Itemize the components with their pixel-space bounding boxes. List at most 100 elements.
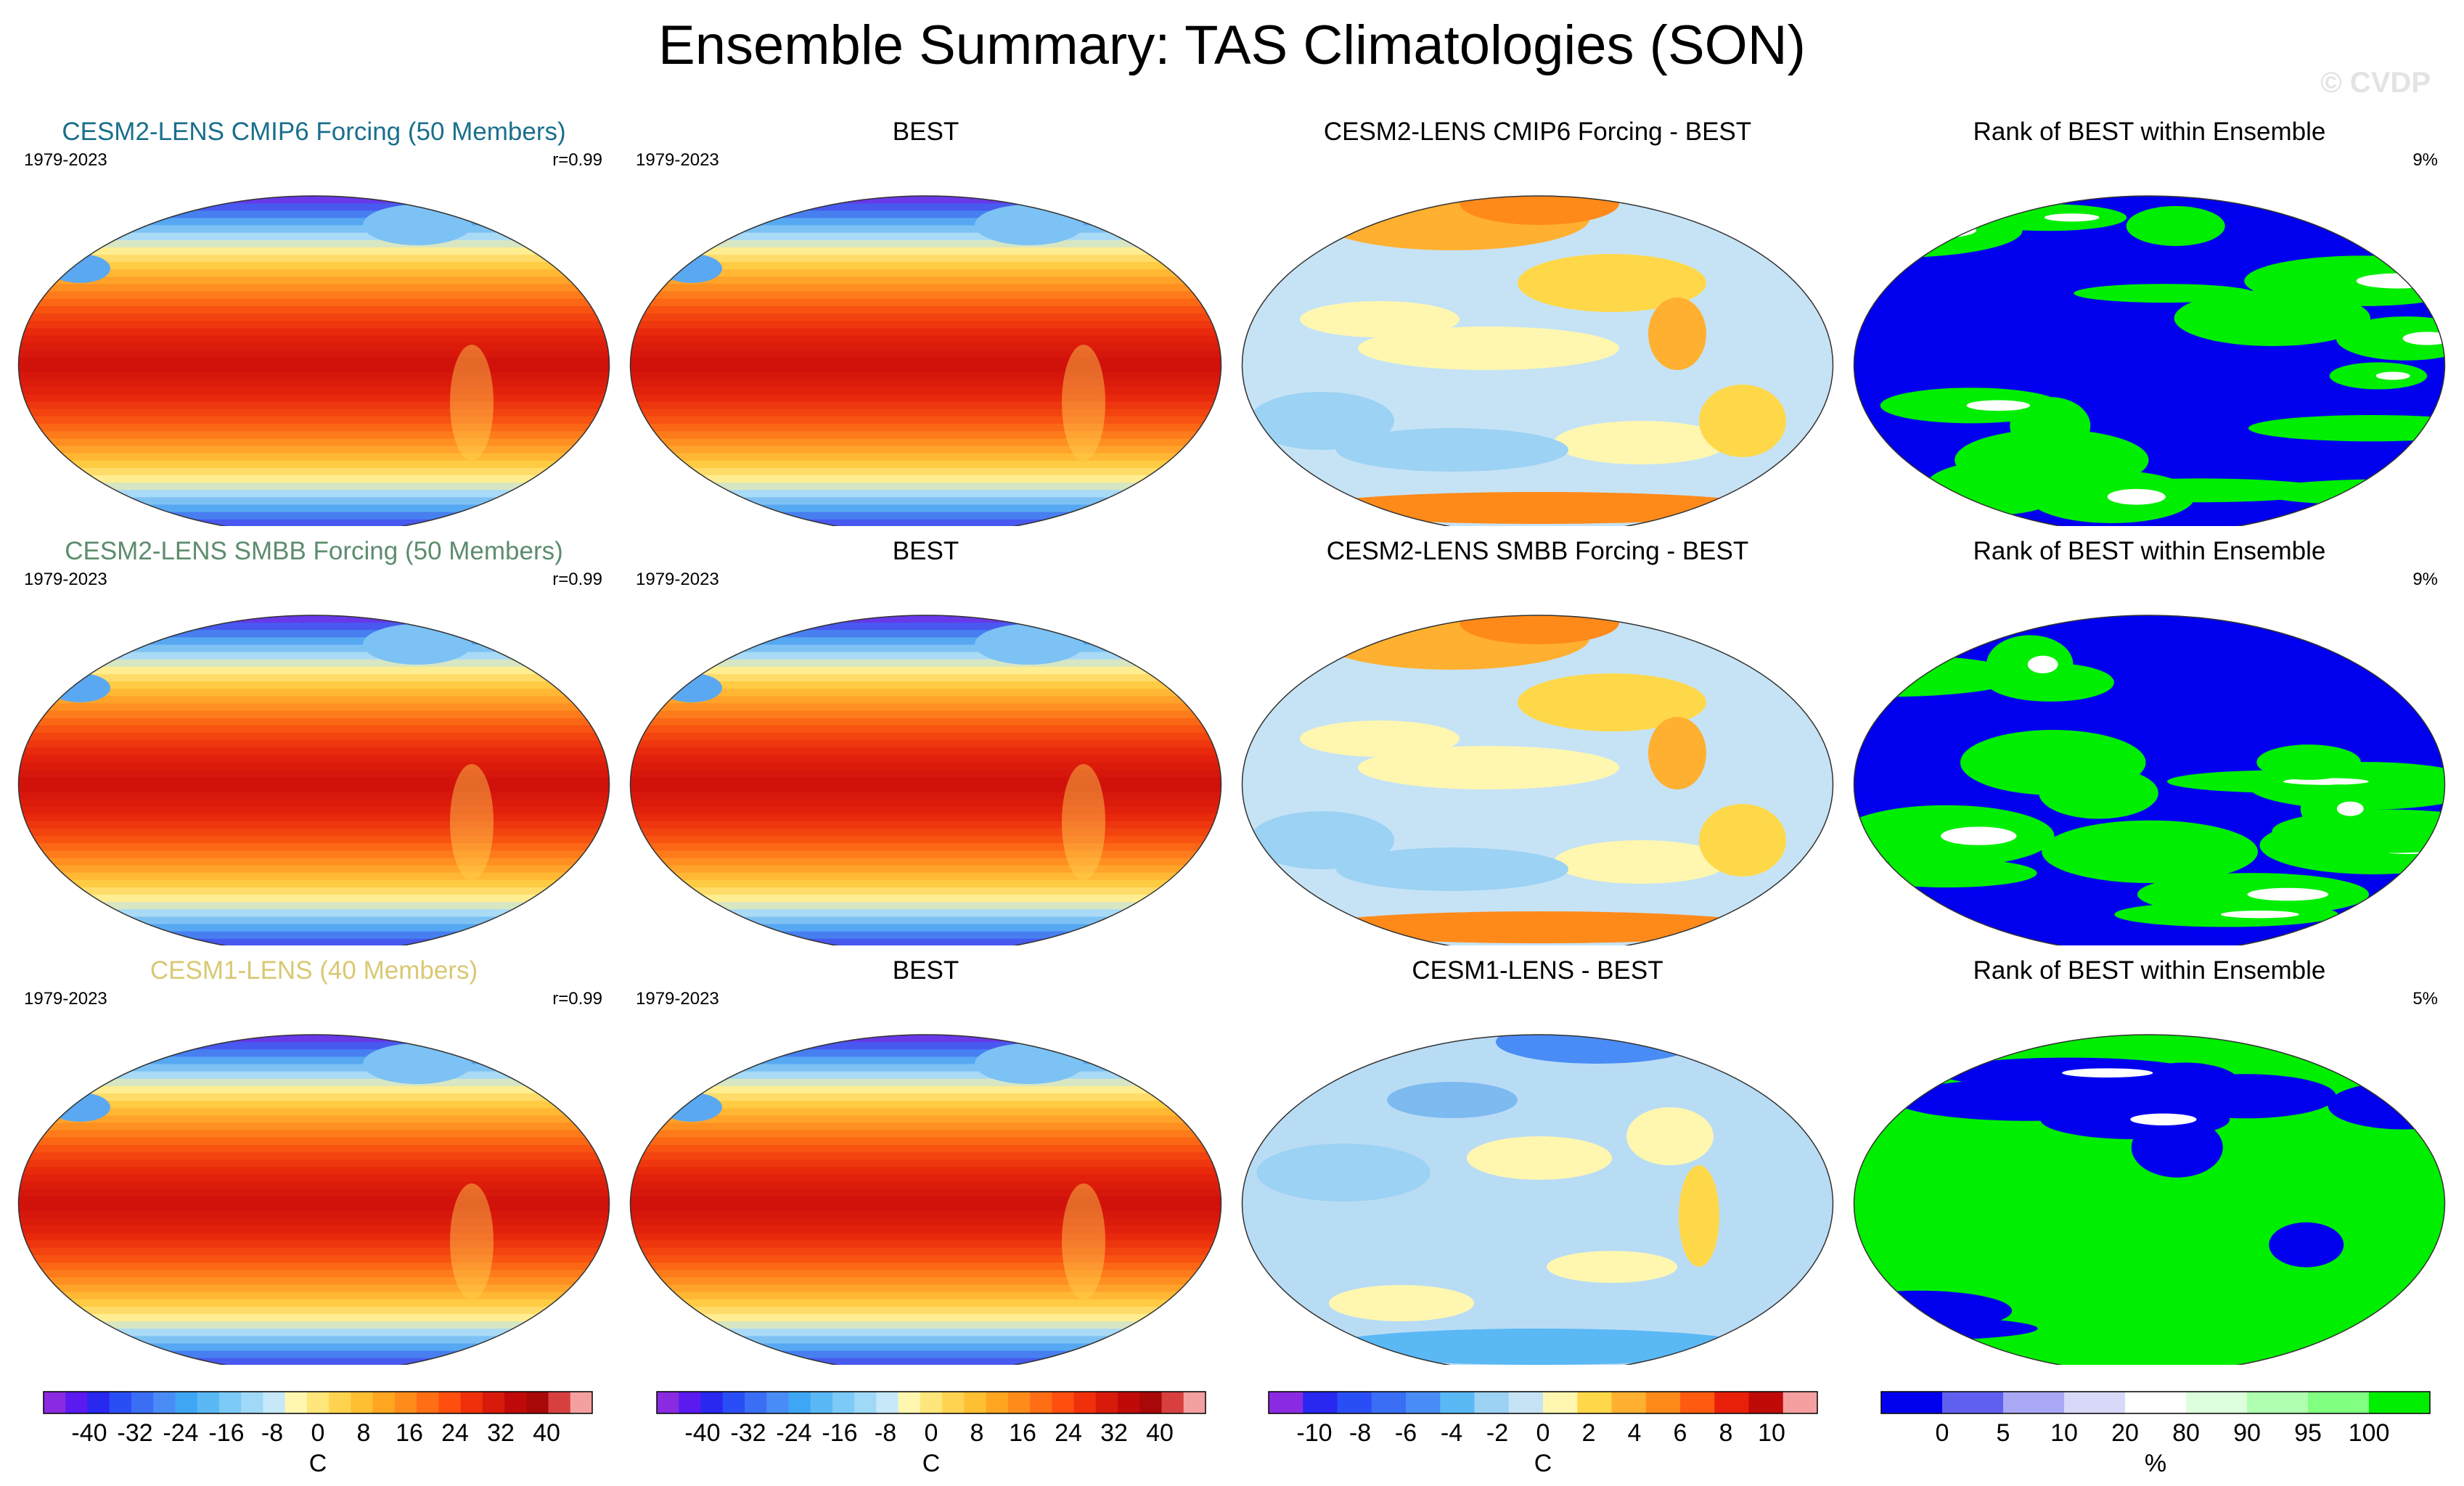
rank-region	[2107, 488, 2166, 505]
rank-region	[2126, 206, 2225, 246]
lat-band	[630, 196, 1221, 205]
lat-band	[18, 674, 610, 683]
lat-band	[18, 806, 610, 815]
lat-band	[18, 1329, 610, 1337]
lat-band	[18, 703, 610, 712]
lat-band	[18, 365, 610, 374]
lat-band	[630, 239, 1221, 248]
correlation-label: r=0.99	[552, 989, 602, 1009]
colorbar-tick-label: -4	[1441, 1419, 1462, 1447]
lat-band	[18, 225, 610, 234]
colorbar-tick-label: 2	[1582, 1419, 1596, 1447]
lat-band	[630, 696, 1221, 705]
colorbar-tick-label: 20	[2111, 1419, 2139, 1447]
lat-band	[630, 843, 1221, 852]
colorbar-tick-label: -40	[684, 1419, 720, 1447]
anomaly-region	[1467, 1136, 1612, 1180]
lat-band	[18, 696, 610, 705]
lat-band	[18, 1137, 610, 1146]
lat-band	[18, 1255, 610, 1264]
anomaly-region	[1307, 492, 1772, 524]
lat-band	[630, 747, 1221, 756]
colorbar-swatch	[1161, 1392, 1184, 1413]
lat-band	[18, 909, 610, 918]
lat-band	[18, 1115, 610, 1124]
lat-band	[18, 1336, 610, 1345]
lat-band	[18, 710, 610, 719]
lat-band	[18, 644, 610, 653]
anomaly-region	[1300, 301, 1460, 337]
colorbar-tick-label: 8	[970, 1419, 984, 1447]
colorbar-frame	[1268, 1391, 1818, 1414]
lat-band	[18, 1247, 610, 1256]
lat-band	[18, 733, 610, 742]
colorbar-swatch	[263, 1392, 286, 1413]
correlation-label: r=0.99	[552, 150, 602, 170]
lat-band	[630, 879, 1221, 888]
colorbar-tick-label: 10	[1758, 1419, 1785, 1447]
anomaly-region	[1256, 1144, 1430, 1202]
lat-band	[630, 416, 1221, 425]
cold-region	[49, 1093, 110, 1122]
lat-band	[630, 1218, 1221, 1227]
colorbar-swatch	[329, 1392, 351, 1413]
colorbar-tick-label: 10	[2050, 1419, 2078, 1447]
years-label: 1979-2023	[636, 989, 719, 1009]
lat-band	[18, 1233, 610, 1241]
lat-band	[18, 1108, 610, 1117]
cold-region	[661, 673, 722, 702]
lat-band	[18, 1306, 610, 1315]
lat-band	[18, 284, 610, 292]
panel-title: CESM1-LENS (40 Members)	[150, 956, 478, 985]
colorbar-swatch	[1611, 1392, 1647, 1413]
colorbar-swatch	[898, 1392, 921, 1413]
colorbar-tick-label: -8	[261, 1419, 283, 1447]
lat-band	[630, 740, 1221, 749]
panel-title: Rank of BEST within Ensemble	[1973, 118, 2326, 146]
anomaly-region	[1336, 428, 1568, 472]
lat-band	[630, 218, 1221, 226]
lat-band	[18, 350, 610, 358]
lat-band	[630, 1056, 1221, 1065]
colorbar-swatch	[218, 1392, 242, 1413]
colorbar-tick-label: 32	[1100, 1419, 1128, 1447]
map-field	[1854, 196, 2445, 526]
lat-band	[630, 225, 1221, 234]
lat-band	[18, 232, 610, 241]
colorbar-tick-label: 0	[925, 1419, 938, 1447]
lat-band	[18, 666, 610, 676]
lat-band	[18, 813, 610, 822]
lat-band	[18, 431, 610, 440]
colorbar-graphic: -40 -32 -24 -16 -8 0 8 16 24 32 40 C	[656, 1391, 1206, 1477]
lat-band	[18, 858, 610, 866]
lat-band	[18, 1226, 610, 1234]
lat-band	[18, 1196, 610, 1204]
colorbar-swatch	[2064, 1392, 2126, 1413]
anomaly-region	[1300, 721, 1460, 757]
anomaly-region	[1358, 746, 1619, 789]
map-panel-obs-r3: BEST 1979-2023	[623, 955, 1229, 1365]
rank-region	[2074, 284, 2255, 303]
lat-band	[18, 453, 610, 461]
lat-band	[630, 467, 1221, 476]
lat-band	[630, 1167, 1221, 1175]
lat-band	[630, 372, 1221, 381]
lat-band	[630, 1292, 1221, 1300]
colorbar-swatch	[2369, 1392, 2431, 1413]
colorbar-unit-label: C	[1534, 1450, 1552, 1477]
colorbar-swatch	[657, 1392, 679, 1413]
lat-band	[18, 1299, 610, 1308]
colorbar-swatch	[1577, 1392, 1612, 1413]
lat-band	[18, 637, 610, 646]
colorbar-swatch	[1508, 1392, 1544, 1413]
years-label: 1979-2023	[24, 150, 107, 170]
lat-band	[630, 1174, 1221, 1183]
lat-band	[630, 519, 1221, 526]
map-outline	[1241, 1034, 1834, 1365]
map-outline	[629, 1034, 1222, 1365]
lat-band	[630, 203, 1221, 212]
anomaly-region	[1699, 804, 1786, 877]
andes-region	[1062, 345, 1105, 461]
colorbar-swatch	[2247, 1392, 2309, 1413]
map-outline	[17, 1034, 610, 1365]
